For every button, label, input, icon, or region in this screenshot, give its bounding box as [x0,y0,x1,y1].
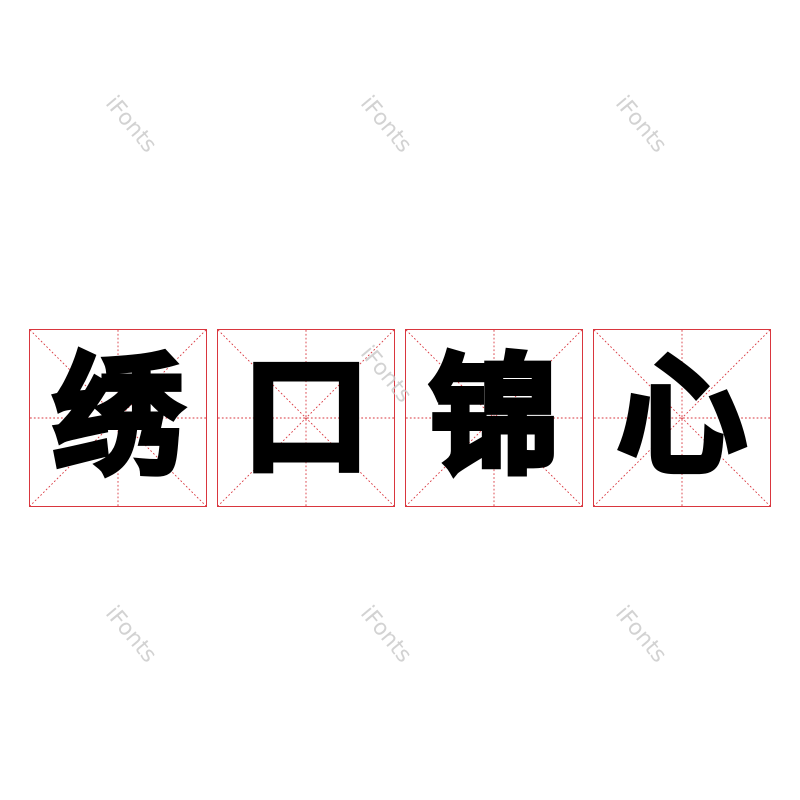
glyph: 口 [239,343,373,492]
watermark: iFonts [100,91,162,158]
grid-guides [594,330,770,506]
watermark: iFonts [610,601,672,668]
character-grid-box: 锦 [405,329,583,507]
character-grid-box: 心 [593,329,771,507]
character-grid-box: 口 [217,329,395,507]
watermark: iFonts [100,601,162,668]
grid-guides [406,330,582,506]
watermark: iFonts [355,91,417,158]
glyph: 心 [615,343,749,492]
watermark: iFonts [610,91,672,158]
character-grid-box: 绣 [29,329,207,507]
grid-guides [30,330,206,506]
watermark: iFonts [355,601,417,668]
glyph: 锦 [427,343,561,492]
grid-guides [218,330,394,506]
glyph: 绣 [51,343,185,492]
